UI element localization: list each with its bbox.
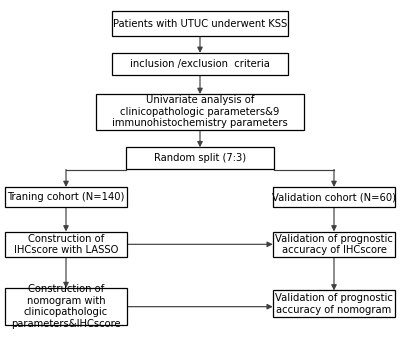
FancyBboxPatch shape [96,94,304,129]
FancyBboxPatch shape [5,232,127,257]
FancyBboxPatch shape [112,11,288,36]
FancyBboxPatch shape [5,187,127,207]
FancyBboxPatch shape [112,53,288,75]
Text: Construction of
IHCscore with LASSO: Construction of IHCscore with LASSO [14,234,118,255]
FancyBboxPatch shape [273,290,395,317]
FancyBboxPatch shape [5,288,127,325]
Text: Validation of prognostic
accuracy of nomogram: Validation of prognostic accuracy of nom… [275,293,393,315]
Text: inclusion /exclusion  criteria: inclusion /exclusion criteria [130,59,270,69]
FancyBboxPatch shape [273,187,395,207]
FancyBboxPatch shape [273,232,395,257]
Text: Validation cohort (N=60): Validation cohort (N=60) [272,192,396,202]
Text: Univariate analysis of
clinicopathologic parameters&9
immunohistochemistry param: Univariate analysis of clinicopathologic… [112,95,288,128]
Text: Construction of
nomogram with
clinicopathologic
parameters&IHCscore: Construction of nomogram with clinicopat… [11,284,121,329]
Text: Validation of prognostic
accuracy of IHCscore: Validation of prognostic accuracy of IHC… [275,234,393,255]
Text: Random split (7:3): Random split (7:3) [154,153,246,163]
FancyBboxPatch shape [126,148,274,169]
Text: Traning cohort (N=140): Traning cohort (N=140) [7,192,125,202]
Text: Patients with UTUC underwent KSS: Patients with UTUC underwent KSS [113,19,287,29]
